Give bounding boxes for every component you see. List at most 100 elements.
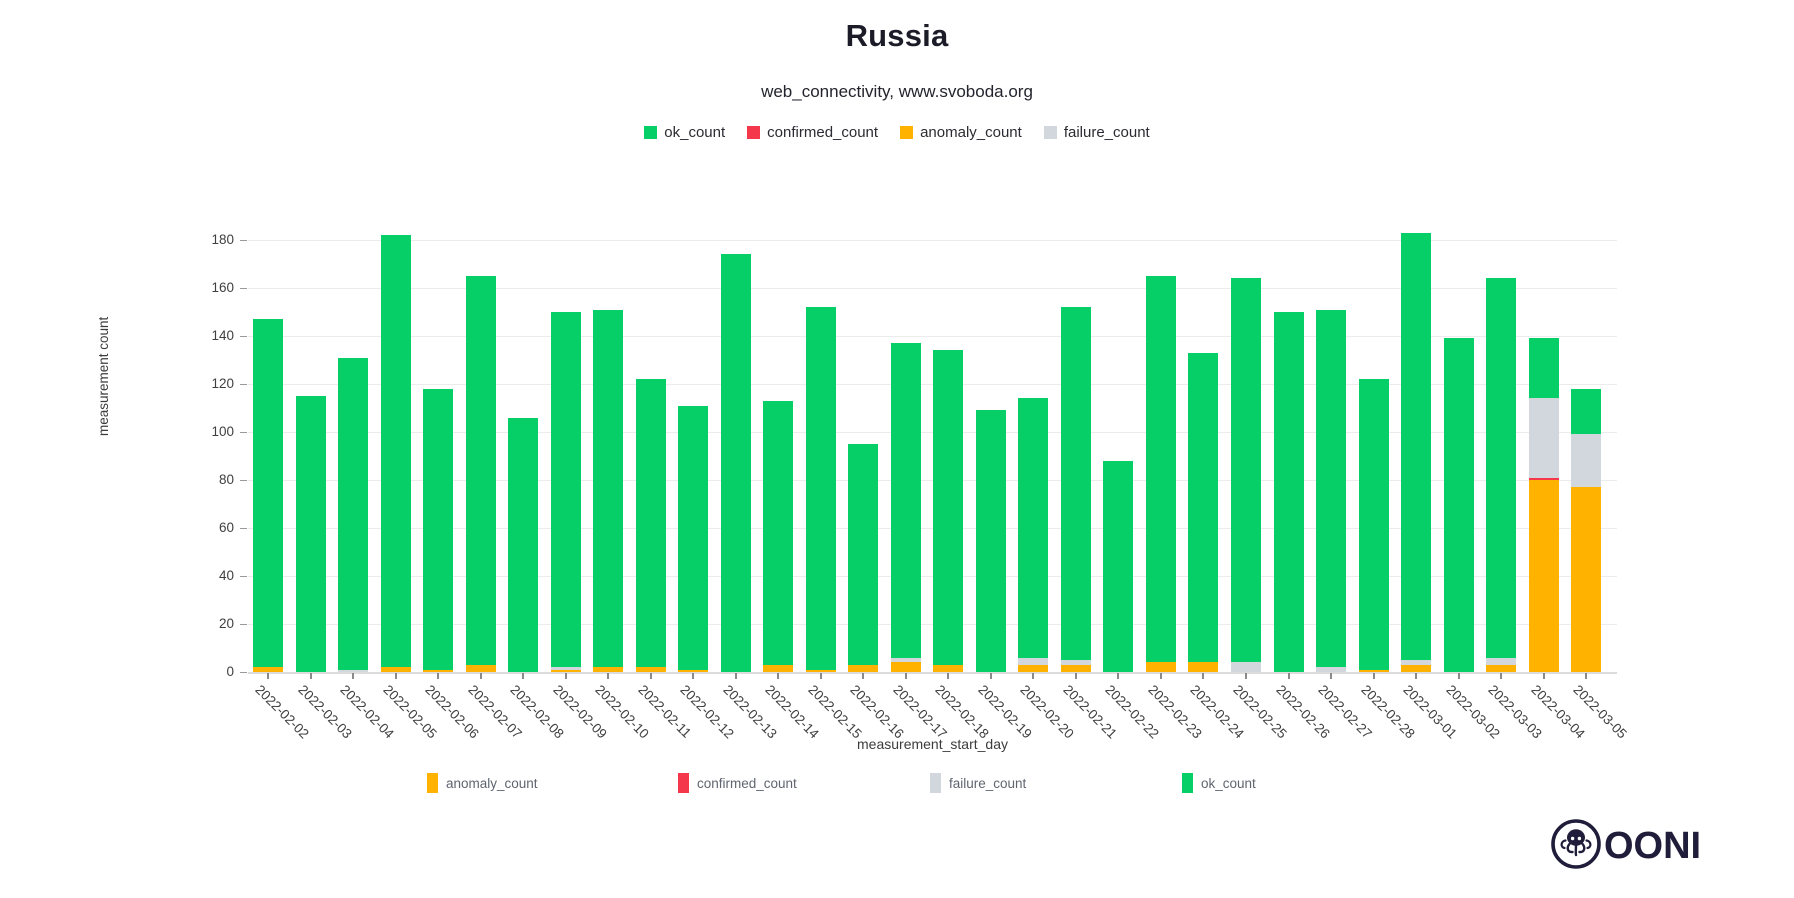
bar-2022-02-24-segment-anomaly_count[interactable] [1188, 662, 1219, 672]
y-tick-label: 80 [218, 472, 234, 487]
bar-2022-02-21-segment-anomaly_count[interactable] [1060, 664, 1091, 672]
bar-2022-02-23-segment-ok_count[interactable] [1145, 276, 1176, 663]
legend-swatch-icon [427, 773, 438, 793]
legend-bottom-item-ok_count[interactable]: ok_count [1182, 773, 1256, 793]
bar-2022-02-25-segment-ok_count[interactable] [1231, 278, 1261, 663]
legend-bottom-item-anomaly_count[interactable]: anomaly_count [427, 773, 538, 793]
bar-2022-03-03-segment-failure_count[interactable] [1486, 657, 1517, 665]
legend-label: confirmed_count [697, 775, 797, 791]
bar-2022-02-19-segment-ok_count[interactable] [975, 410, 1006, 672]
x-tick-dash [394, 673, 397, 679]
bar-2022-02-17-segment-failure_count[interactable] [890, 657, 921, 663]
legend-bottom-item-failure_count[interactable]: failure_count [930, 773, 1026, 793]
bar-2022-02-22-segment-ok_count[interactable] [1103, 460, 1134, 672]
bar-2022-02-12-segment-ok_count[interactable] [678, 405, 709, 670]
bar-2022-03-03-segment-ok_count[interactable] [1486, 278, 1517, 658]
bar-2022-03-01-segment-ok_count[interactable] [1401, 232, 1431, 660]
bar-2022-02-06-segment-anomaly_count[interactable] [423, 669, 454, 672]
bar-2022-03-04-segment-anomaly_count[interactable] [1528, 480, 1559, 672]
x-tick-dash [1245, 673, 1247, 679]
legend-swatch-icon [747, 126, 761, 139]
legend-bottom-item-confirmed_count[interactable]: confirmed_count [678, 773, 797, 793]
bar-2022-02-14-segment-anomaly_count[interactable] [763, 664, 794, 672]
bar-2022-02-17-segment-anomaly_count[interactable] [890, 662, 921, 672]
x-tick-dash [692, 673, 695, 679]
bar-2022-02-17-segment-ok_count[interactable] [890, 343, 921, 658]
bar-2022-02-16-segment-anomaly_count[interactable] [848, 664, 879, 672]
bar-2022-02-11-segment-ok_count[interactable] [635, 379, 666, 668]
bar-2022-02-07-segment-anomaly_count[interactable] [465, 664, 496, 672]
bar-2022-02-09-segment-anomaly_count[interactable] [550, 669, 581, 672]
bar-2022-02-15-segment-anomaly_count[interactable] [805, 669, 836, 672]
bar-2022-02-18-segment-ok_count[interactable] [933, 350, 964, 665]
y-tick-dash [240, 672, 247, 673]
bar-2022-03-05-segment-anomaly_count[interactable] [1571, 487, 1602, 672]
bar-2022-02-20-segment-failure_count[interactable] [1018, 657, 1049, 665]
legend-label: anomaly_count [446, 775, 538, 791]
bar-2022-02-28-segment-anomaly_count[interactable] [1358, 669, 1389, 672]
legend-top-item-ok_count[interactable]: ok_count [644, 124, 725, 141]
bar-2022-02-09-segment-ok_count[interactable] [550, 312, 581, 668]
bar-2022-02-16-segment-ok_count[interactable] [848, 444, 879, 665]
gridline [248, 336, 1617, 337]
bar-2022-02-18-segment-anomaly_count[interactable] [933, 664, 964, 672]
bar-2022-03-04-segment-confirmed_count[interactable] [1528, 477, 1559, 480]
bar-2022-02-27-segment-failure_count[interactable] [1316, 667, 1346, 672]
x-tick-dash [1330, 673, 1332, 679]
bar-2022-02-20-segment-ok_count[interactable] [1018, 398, 1049, 658]
bar-2022-03-04-segment-failure_count[interactable] [1528, 398, 1559, 478]
x-tick-dash [1500, 673, 1503, 679]
bar-2022-02-15-segment-ok_count[interactable] [805, 307, 836, 670]
bar-2022-03-01-segment-anomaly_count[interactable] [1401, 664, 1431, 672]
bar-2022-02-03-segment-ok_count[interactable] [295, 396, 326, 672]
bar-2022-02-24-segment-ok_count[interactable] [1188, 352, 1219, 663]
bar-2022-02-27-segment-ok_count[interactable] [1316, 309, 1346, 668]
bar-2022-03-03-segment-anomaly_count[interactable] [1486, 664, 1517, 672]
x-tick-dash [437, 673, 440, 679]
bar-2022-02-13-segment-ok_count[interactable] [720, 254, 751, 672]
bar-2022-02-05-segment-ok_count[interactable] [380, 235, 411, 668]
ooni-wordmark: OONI [1604, 825, 1701, 867]
bar-2022-03-04-segment-ok_count[interactable] [1528, 338, 1559, 399]
bar-2022-02-12-segment-anomaly_count[interactable] [678, 669, 709, 672]
bar-2022-02-05-segment-anomaly_count[interactable] [380, 667, 411, 672]
bar-2022-02-14-segment-ok_count[interactable] [763, 400, 794, 665]
x-tick-dash [1202, 673, 1205, 679]
bar-2022-03-05-segment-ok_count[interactable] [1571, 388, 1602, 435]
bar-2022-02-04-segment-failure_count[interactable] [338, 669, 368, 672]
bar-2022-02-23-segment-anomaly_count[interactable] [1145, 662, 1176, 672]
bar-2022-02-20-segment-anomaly_count[interactable] [1018, 664, 1049, 672]
x-tick-dash [1585, 673, 1588, 679]
page-title: Russia [845, 18, 949, 53]
legend-top: ok_count confirmed_count anomaly_count fail… [0, 124, 1794, 141]
bar-2022-02-08-segment-ok_count[interactable] [508, 417, 539, 672]
bar-2022-03-02-segment-ok_count[interactable] [1443, 338, 1474, 672]
y-tick-dash [240, 624, 247, 625]
bar-2022-02-21-segment-failure_count[interactable] [1060, 660, 1091, 665]
legend-top-item-anomaly_count[interactable]: anomaly_count [900, 124, 1022, 141]
bar-2022-02-11-segment-anomaly_count[interactable] [635, 667, 666, 672]
bar-2022-02-06-segment-ok_count[interactable] [423, 388, 454, 670]
legend-top-item-confirmed_count[interactable]: confirmed_count [747, 124, 878, 141]
legend-swatch-icon [900, 126, 914, 139]
bar-2022-02-28-segment-ok_count[interactable] [1358, 379, 1389, 670]
bar-2022-02-04-segment-ok_count[interactable] [338, 357, 368, 670]
y-tick-label: 120 [211, 376, 234, 391]
bar-2022-02-21-segment-ok_count[interactable] [1060, 307, 1091, 660]
x-tick-dash [1372, 673, 1375, 679]
bar-2022-02-10-segment-anomaly_count[interactable] [593, 667, 624, 672]
gridline [248, 240, 1617, 241]
bar-2022-02-07-segment-ok_count[interactable] [465, 276, 496, 665]
bar-2022-02-02-segment-ok_count[interactable] [253, 319, 283, 668]
x-tick-dash [649, 673, 652, 679]
bar-2022-03-05-segment-failure_count[interactable] [1571, 434, 1602, 488]
bar-2022-02-09-segment-failure_count[interactable] [550, 667, 581, 670]
bar-2022-02-25-segment-failure_count[interactable] [1231, 662, 1261, 672]
x-tick-dash [904, 673, 907, 679]
bar-2022-02-26-segment-ok_count[interactable] [1273, 312, 1304, 672]
x-tick-dash [1074, 673, 1077, 679]
bar-2022-03-01-segment-failure_count[interactable] [1401, 660, 1431, 665]
bar-2022-02-10-segment-ok_count[interactable] [593, 309, 624, 668]
bar-2022-02-02-segment-anomaly_count[interactable] [253, 667, 283, 672]
legend-top-item-failure_count[interactable]: failure_count [1043, 124, 1150, 141]
